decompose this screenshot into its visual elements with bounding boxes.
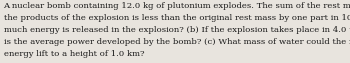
Text: the products of the explosion is less than the original rest mass by one part in: the products of the explosion is less th… [4,14,350,22]
Text: much energy is released in the explosion? (b) If the explosion takes place in 4.: much energy is released in the explosion… [4,26,350,34]
Text: energy lift to a height of 1.0 km?: energy lift to a height of 1.0 km? [4,50,144,58]
Text: A nuclear bomb containing 12.0 kg of plutonium explodes. The sum of the rest mas: A nuclear bomb containing 12.0 kg of plu… [4,2,350,10]
Text: is the average power developed by the bomb? (c) What mass of water could the rel: is the average power developed by the bo… [4,38,350,46]
